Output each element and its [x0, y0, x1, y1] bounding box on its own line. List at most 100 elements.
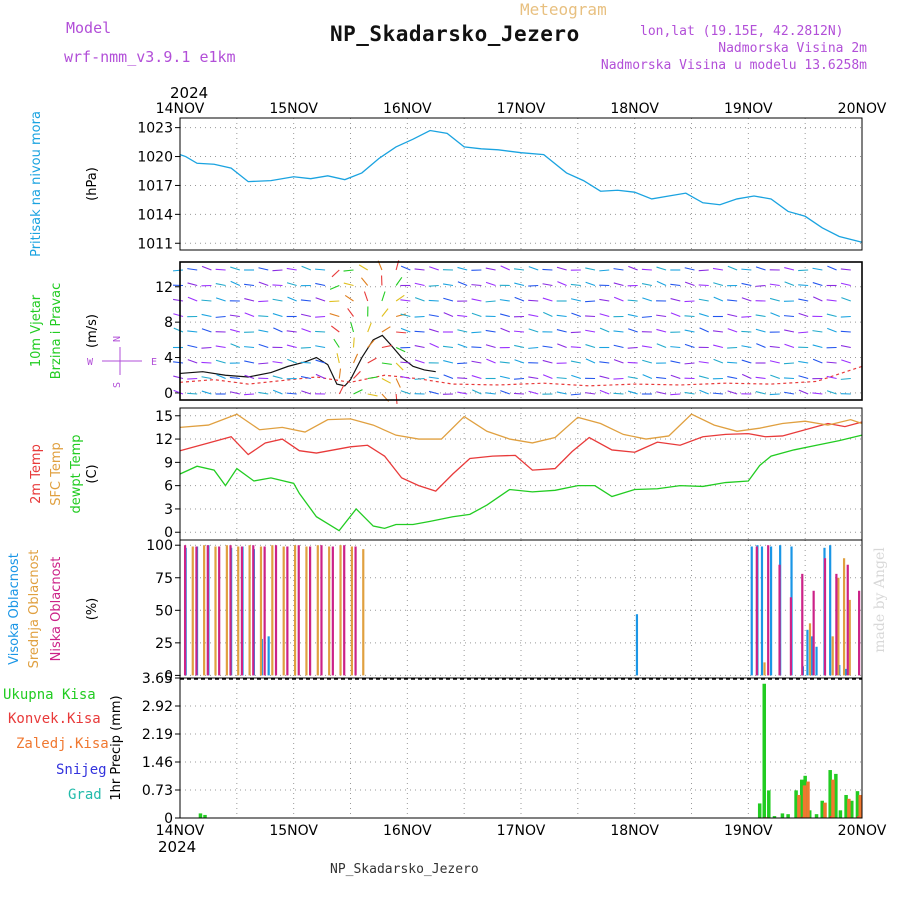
wind-barb	[301, 390, 312, 395]
x-tick-label-bottom: 20NOV	[838, 823, 887, 839]
bar-precip-2	[858, 794, 863, 818]
wind-barb	[187, 344, 198, 349]
bar-clouds-1	[248, 545, 251, 676]
wind-barb	[367, 322, 372, 333]
bar-clouds-0	[760, 546, 764, 676]
footer-station: NP_Skadarsko_Jezero	[330, 862, 479, 877]
wind-barb	[741, 268, 752, 271]
wind-barb	[363, 291, 369, 302]
wind-barb	[670, 346, 681, 349]
wind-barb	[201, 346, 212, 349]
y-tick-label-temperature: 0	[164, 525, 173, 541]
wind-barb	[613, 330, 624, 333]
wind-barb	[699, 389, 709, 395]
compass-west: W	[87, 357, 94, 368]
wind-barb	[414, 297, 425, 302]
y-axis-label-wind: Brzina i Pravac	[49, 283, 64, 380]
bar-precip-0	[757, 803, 762, 818]
bar-clouds-1	[259, 546, 263, 676]
y-axis-label-wind: (m/s)	[85, 314, 100, 348]
wind-barb	[656, 280, 667, 287]
wind-barb	[272, 269, 283, 272]
wind-barb	[528, 328, 539, 333]
wind-barb	[557, 281, 567, 287]
bar-clouds-1	[191, 546, 194, 676]
bar-precip-0	[828, 770, 832, 818]
wind-barb	[741, 359, 752, 364]
wind-barb	[585, 267, 596, 271]
wind-barb	[215, 268, 226, 271]
wind-barb	[613, 344, 624, 349]
wind-barb	[727, 390, 738, 395]
bar-clouds-0	[810, 636, 814, 676]
wind-barb	[187, 359, 198, 364]
wind-barb	[330, 325, 340, 333]
wind-barb	[286, 267, 297, 271]
bar-clouds-2	[183, 545, 187, 676]
y-tick-label-clouds: 75	[155, 571, 173, 587]
wind-barb	[229, 314, 240, 318]
y-tick-label-wind: 4	[164, 351, 173, 367]
bar-clouds-1	[328, 546, 331, 676]
wind-barb	[272, 313, 283, 318]
wind-barb	[360, 277, 369, 286]
wind-barb	[173, 298, 184, 302]
wind-barb	[656, 314, 667, 318]
bar-clouds-2	[354, 546, 357, 676]
wind-barb	[215, 315, 226, 318]
lonlat-text: lon,lat (19.15E, 42.2812N)	[640, 24, 844, 39]
wind-barb	[215, 297, 226, 302]
wind-barb	[216, 374, 226, 380]
wind-barb	[367, 357, 377, 364]
bar-clouds-1	[350, 546, 353, 676]
wind-barb	[457, 266, 468, 271]
wind-barb	[381, 291, 386, 302]
wind-barb	[429, 266, 439, 271]
bar-precip-2	[831, 779, 835, 818]
wind-barb	[769, 345, 780, 349]
bar-clouds-1	[848, 599, 851, 676]
wind-barb	[428, 284, 439, 287]
wind-barb	[727, 299, 738, 302]
wind-barb	[741, 345, 752, 349]
wind-barb	[471, 346, 482, 349]
wind-barb	[442, 283, 454, 287]
wind-barb	[798, 312, 809, 318]
legend-total-rain: Ukupna Kisa	[3, 687, 96, 703]
wind-barb	[273, 327, 283, 333]
wind-barb	[400, 313, 411, 318]
wind-barb	[627, 390, 638, 395]
wind-barb	[840, 315, 851, 318]
wind-barb	[755, 328, 766, 333]
wind-barb	[367, 339, 375, 348]
wind-barb	[656, 376, 667, 380]
elevation-text: Nadmorska Visina 2m	[718, 41, 867, 56]
wind-barb	[755, 284, 766, 287]
wind-barb	[499, 313, 510, 318]
wind-barb	[443, 360, 454, 364]
wind-barb	[429, 328, 439, 333]
wind-barb	[286, 330, 297, 333]
y-tick-label-precip: 0.73	[142, 783, 173, 799]
wind-barb	[367, 393, 378, 397]
wind-barb	[353, 370, 361, 379]
bar-clouds-2	[274, 545, 278, 676]
x-tick-label-top: 16NOV	[383, 101, 432, 117]
wind-barb	[187, 296, 198, 302]
wind-barb	[287, 296, 297, 302]
bar-precip-0	[850, 800, 854, 818]
bar-clouds-2	[331, 546, 334, 676]
bar-clouds-1	[362, 549, 365, 676]
wind-barb	[755, 376, 766, 380]
wind-barb	[798, 375, 809, 380]
wind-barb	[485, 329, 496, 333]
wind-barb	[684, 300, 695, 303]
wind-barb	[769, 360, 780, 364]
wind-barb	[244, 346, 255, 349]
wind-barb	[244, 393, 255, 396]
bar-clouds-2	[195, 546, 198, 676]
wind-barb	[215, 359, 226, 364]
wind-barb	[187, 268, 198, 271]
wind-barb	[684, 315, 695, 318]
wind-barb	[173, 375, 184, 380]
